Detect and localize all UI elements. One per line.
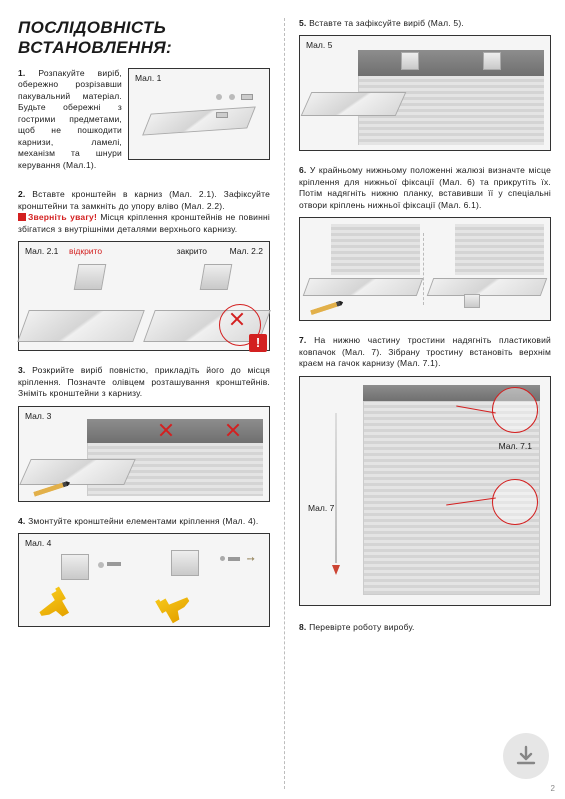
figure-5: Мал. 5 (299, 35, 551, 151)
alert-icon: ! (249, 334, 267, 352)
cross-icon (223, 421, 243, 441)
figure-3: Мал. 3 (18, 406, 270, 502)
step-5-body: Вставте та зафіксуйте виріб (Мал. 5). (309, 18, 464, 28)
figure-1: Мал. 1 (128, 68, 270, 160)
step-5-num: 5. (299, 18, 307, 28)
figure-2: Мал. 2.1 відкрито закрито Мал. 2.2 ! (18, 241, 270, 351)
download-icon (514, 744, 538, 768)
figure-2-2-label: Мал. 2.2 (230, 246, 263, 256)
step-6-num: 6. (299, 165, 307, 175)
step-2-warn-head: Зверніть увагу! (28, 212, 97, 222)
download-button[interactable] (503, 733, 549, 779)
right-column: 5. Вставте та зафіксуйте виріб (Мал. 5).… (299, 18, 551, 789)
step-8-body: Перевірте роботу виробу. (309, 622, 415, 632)
figure-5-illus (306, 42, 544, 144)
figure-4: Мал. 4 ➙ (18, 533, 270, 627)
step-6-text: 6. У крайньому нижньому положенні жалюзі… (299, 165, 551, 211)
step-2-text: 2. Вставте кронштейн в карниз (Мал. 2.1)… (18, 189, 270, 235)
step-1-num: 1. (18, 68, 26, 78)
step-1-block: 1. Розпакуйте виріб, обережно розрізавши… (18, 68, 270, 177)
drill-icon (33, 586, 73, 625)
step-4-body: Змонтуйте кронштейни елементами кріпленн… (28, 516, 258, 526)
step-4-num: 4. (18, 516, 26, 526)
figure-2-open-label: відкрито (69, 246, 102, 256)
step-8-text: 8. Перевірте роботу виробу. (299, 622, 551, 633)
page-root: ПОСЛІДОВНІСТЬ ВСТАНОВЛЕННЯ: 1. Розпакуйт… (0, 0, 565, 799)
pencil-icon (310, 300, 344, 315)
figure-2-1-label: Мал. 2.1 (25, 246, 58, 256)
step-2-body: Вставте кронштейн в карниз (Мал. 2.1). З… (18, 189, 270, 210)
step-3-text: 3. Розкрийте виріб повністю, прикладіть … (18, 365, 270, 399)
left-column: ПОСЛІДОВНІСТЬ ВСТАНОВЛЕННЯ: 1. Розпакуйт… (18, 18, 270, 789)
step-5-text: 5. Вставте та зафіксуйте виріб (Мал. 5). (299, 18, 551, 29)
cross-icon (227, 310, 247, 330)
figure-7-illus: Мал. 7 Мал. 7.1 (306, 383, 544, 599)
figure-6-illus (306, 224, 544, 314)
wand-icon (335, 413, 337, 563)
step-8-num: 8. (299, 622, 307, 632)
figure-3-illus (25, 413, 263, 495)
figure-6: Мал. 6 Мал. 6.1 (299, 217, 551, 321)
column-divider (284, 18, 285, 789)
step-6-body: У крайньому нижньому положенні жалюзі ви… (299, 165, 551, 209)
step-3-body: Розкрийте виріб повністю, прикладіть йог… (18, 365, 270, 398)
page-number: 2 (551, 784, 555, 793)
step-3-num: 3. (18, 365, 26, 375)
step-7-text: 7. На нижню частину тростини надягніть п… (299, 335, 551, 369)
figure-1-illus (135, 81, 263, 153)
figure-2-closed-label: закрито (177, 246, 207, 256)
step-4-text: 4. Змонтуйте кронштейни елементами кріпл… (18, 516, 270, 527)
section-title: ПОСЛІДОВНІСТЬ ВСТАНОВЛЕННЯ: (18, 18, 270, 58)
step-7-num: 7. (299, 335, 307, 345)
step-2-num: 2. (18, 189, 26, 199)
wand-tip-icon (332, 565, 340, 575)
figure-7-label: Мал. 7 (308, 503, 334, 513)
warn-square-icon (18, 213, 26, 221)
drill-icon (155, 586, 195, 625)
figure-4-illus: ➙ (29, 544, 259, 616)
figure-7: Мал. 7 Мал. 7.1 (299, 376, 551, 606)
step-1-body: Розпакуйте виріб, обережно розрізавши па… (18, 68, 122, 170)
figure-2-illus: ! (23, 262, 265, 346)
cross-icon (156, 421, 176, 441)
figure-7-1-label: Мал. 7.1 (499, 441, 532, 451)
step-1-text: 1. Розпакуйте виріб, обережно розрізавши… (18, 68, 122, 171)
step-7-body: На нижню частину тростини надягніть плас… (299, 335, 551, 368)
